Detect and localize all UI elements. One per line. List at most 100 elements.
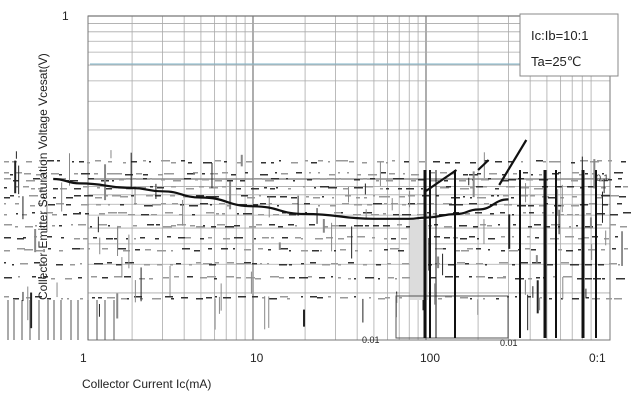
noise-dash [496, 298, 499, 300]
noise-dash [67, 298, 69, 300]
noise-dash [43, 226, 45, 228]
noise-dash [251, 188, 259, 190]
noise-dash [32, 212, 35, 214]
noise-dash [597, 160, 602, 162]
noise-dash [328, 296, 331, 298]
overlay-label-medium: 0.1 [596, 173, 609, 183]
noise-dash [499, 262, 508, 264]
noise-dash [390, 248, 399, 250]
noise-dash [44, 212, 53, 214]
noise-dash [42, 178, 47, 180]
noise-dash [78, 224, 86, 226]
overlay-label-small: 0.01 [362, 335, 380, 345]
noise-dash [328, 161, 330, 163]
noise-dash [276, 187, 278, 189]
noise-dash [222, 172, 228, 174]
noise-dash [134, 296, 142, 298]
noise-dash [356, 197, 360, 199]
noise-dash [371, 214, 379, 216]
noise-dash [488, 249, 490, 251]
noise-dash [241, 195, 248, 197]
noise-dash [47, 160, 54, 162]
noise-dash [95, 197, 102, 199]
noise-dash [156, 224, 160, 226]
noise-dash [33, 178, 40, 180]
noise-dash [585, 226, 593, 228]
noise-dash [123, 250, 130, 252]
noise-dash [4, 296, 9, 298]
noise-dash [196, 262, 201, 264]
noise-dash [495, 188, 499, 190]
noise-dash [348, 262, 354, 264]
noise-dash [106, 188, 112, 190]
noise-dash [203, 263, 212, 265]
noise-dash [288, 224, 294, 226]
noise-dash [536, 160, 543, 162]
noise-dash [353, 214, 361, 216]
noise-dash [4, 224, 12, 226]
noise-dash [463, 174, 468, 176]
noise-dash [586, 213, 591, 215]
noise-dash [245, 172, 248, 174]
noise-dash [15, 186, 18, 188]
noise-dash [580, 160, 588, 162]
noise-dash [602, 278, 605, 280]
noise-dash [473, 226, 478, 228]
noise-dash [295, 237, 301, 239]
noise-dash [602, 204, 608, 206]
noise-dash [269, 224, 275, 226]
noise-dash [614, 172, 623, 174]
noise-dash [601, 187, 606, 189]
noise-dash [150, 178, 152, 180]
noise-dash [595, 197, 603, 199]
noise-dash [260, 174, 268, 176]
noise-dash [196, 226, 205, 228]
noise-dash [38, 203, 42, 205]
noise-dash [550, 238, 559, 240]
noise-dash [252, 296, 258, 298]
noise-dash [455, 162, 460, 164]
noise-dash [425, 225, 432, 227]
noise-dash [227, 180, 233, 182]
noise-dash [269, 298, 277, 300]
noise-dash [397, 224, 402, 226]
noise-dash [143, 174, 148, 176]
noise-dash [501, 180, 509, 182]
noise-dash [575, 214, 579, 216]
noise-dash [167, 236, 171, 238]
noise-dash [444, 237, 450, 239]
noise-dash [515, 296, 517, 298]
noise-dash [279, 248, 288, 250]
noise-dash [436, 195, 439, 197]
noise-dash [503, 195, 509, 197]
noise-dash [116, 173, 122, 175]
noise-dash [83, 238, 88, 240]
noise-dash [610, 195, 619, 197]
noise-frame [395, 295, 509, 339]
noise-dash [476, 248, 481, 250]
noise-dash [215, 262, 219, 264]
noise-dash [387, 263, 391, 265]
noise-dash [155, 195, 161, 197]
noise-dash [523, 212, 526, 214]
noise-dash [4, 197, 10, 199]
noise-dash [17, 248, 25, 250]
noise-dash [376, 180, 379, 182]
noise-dash [363, 212, 372, 214]
tick-labels: 1 10 100 0:1 1 0.01 [62, 9, 606, 365]
noise-dash [119, 179, 124, 181]
noise-dash [511, 197, 514, 199]
noise-dash [329, 174, 335, 176]
noise-dash [133, 178, 136, 180]
noise-dash [4, 214, 7, 216]
noise-dash [189, 264, 192, 266]
noise-dash [521, 195, 528, 197]
noise-dash [476, 276, 485, 278]
noise-dash [215, 296, 217, 298]
noise-dash [477, 197, 486, 199]
noise-dash [98, 297, 102, 299]
noise-dash [391, 203, 398, 205]
noise-dash [61, 237, 64, 239]
noise-dash [286, 178, 288, 180]
noise-dash [268, 249, 271, 251]
